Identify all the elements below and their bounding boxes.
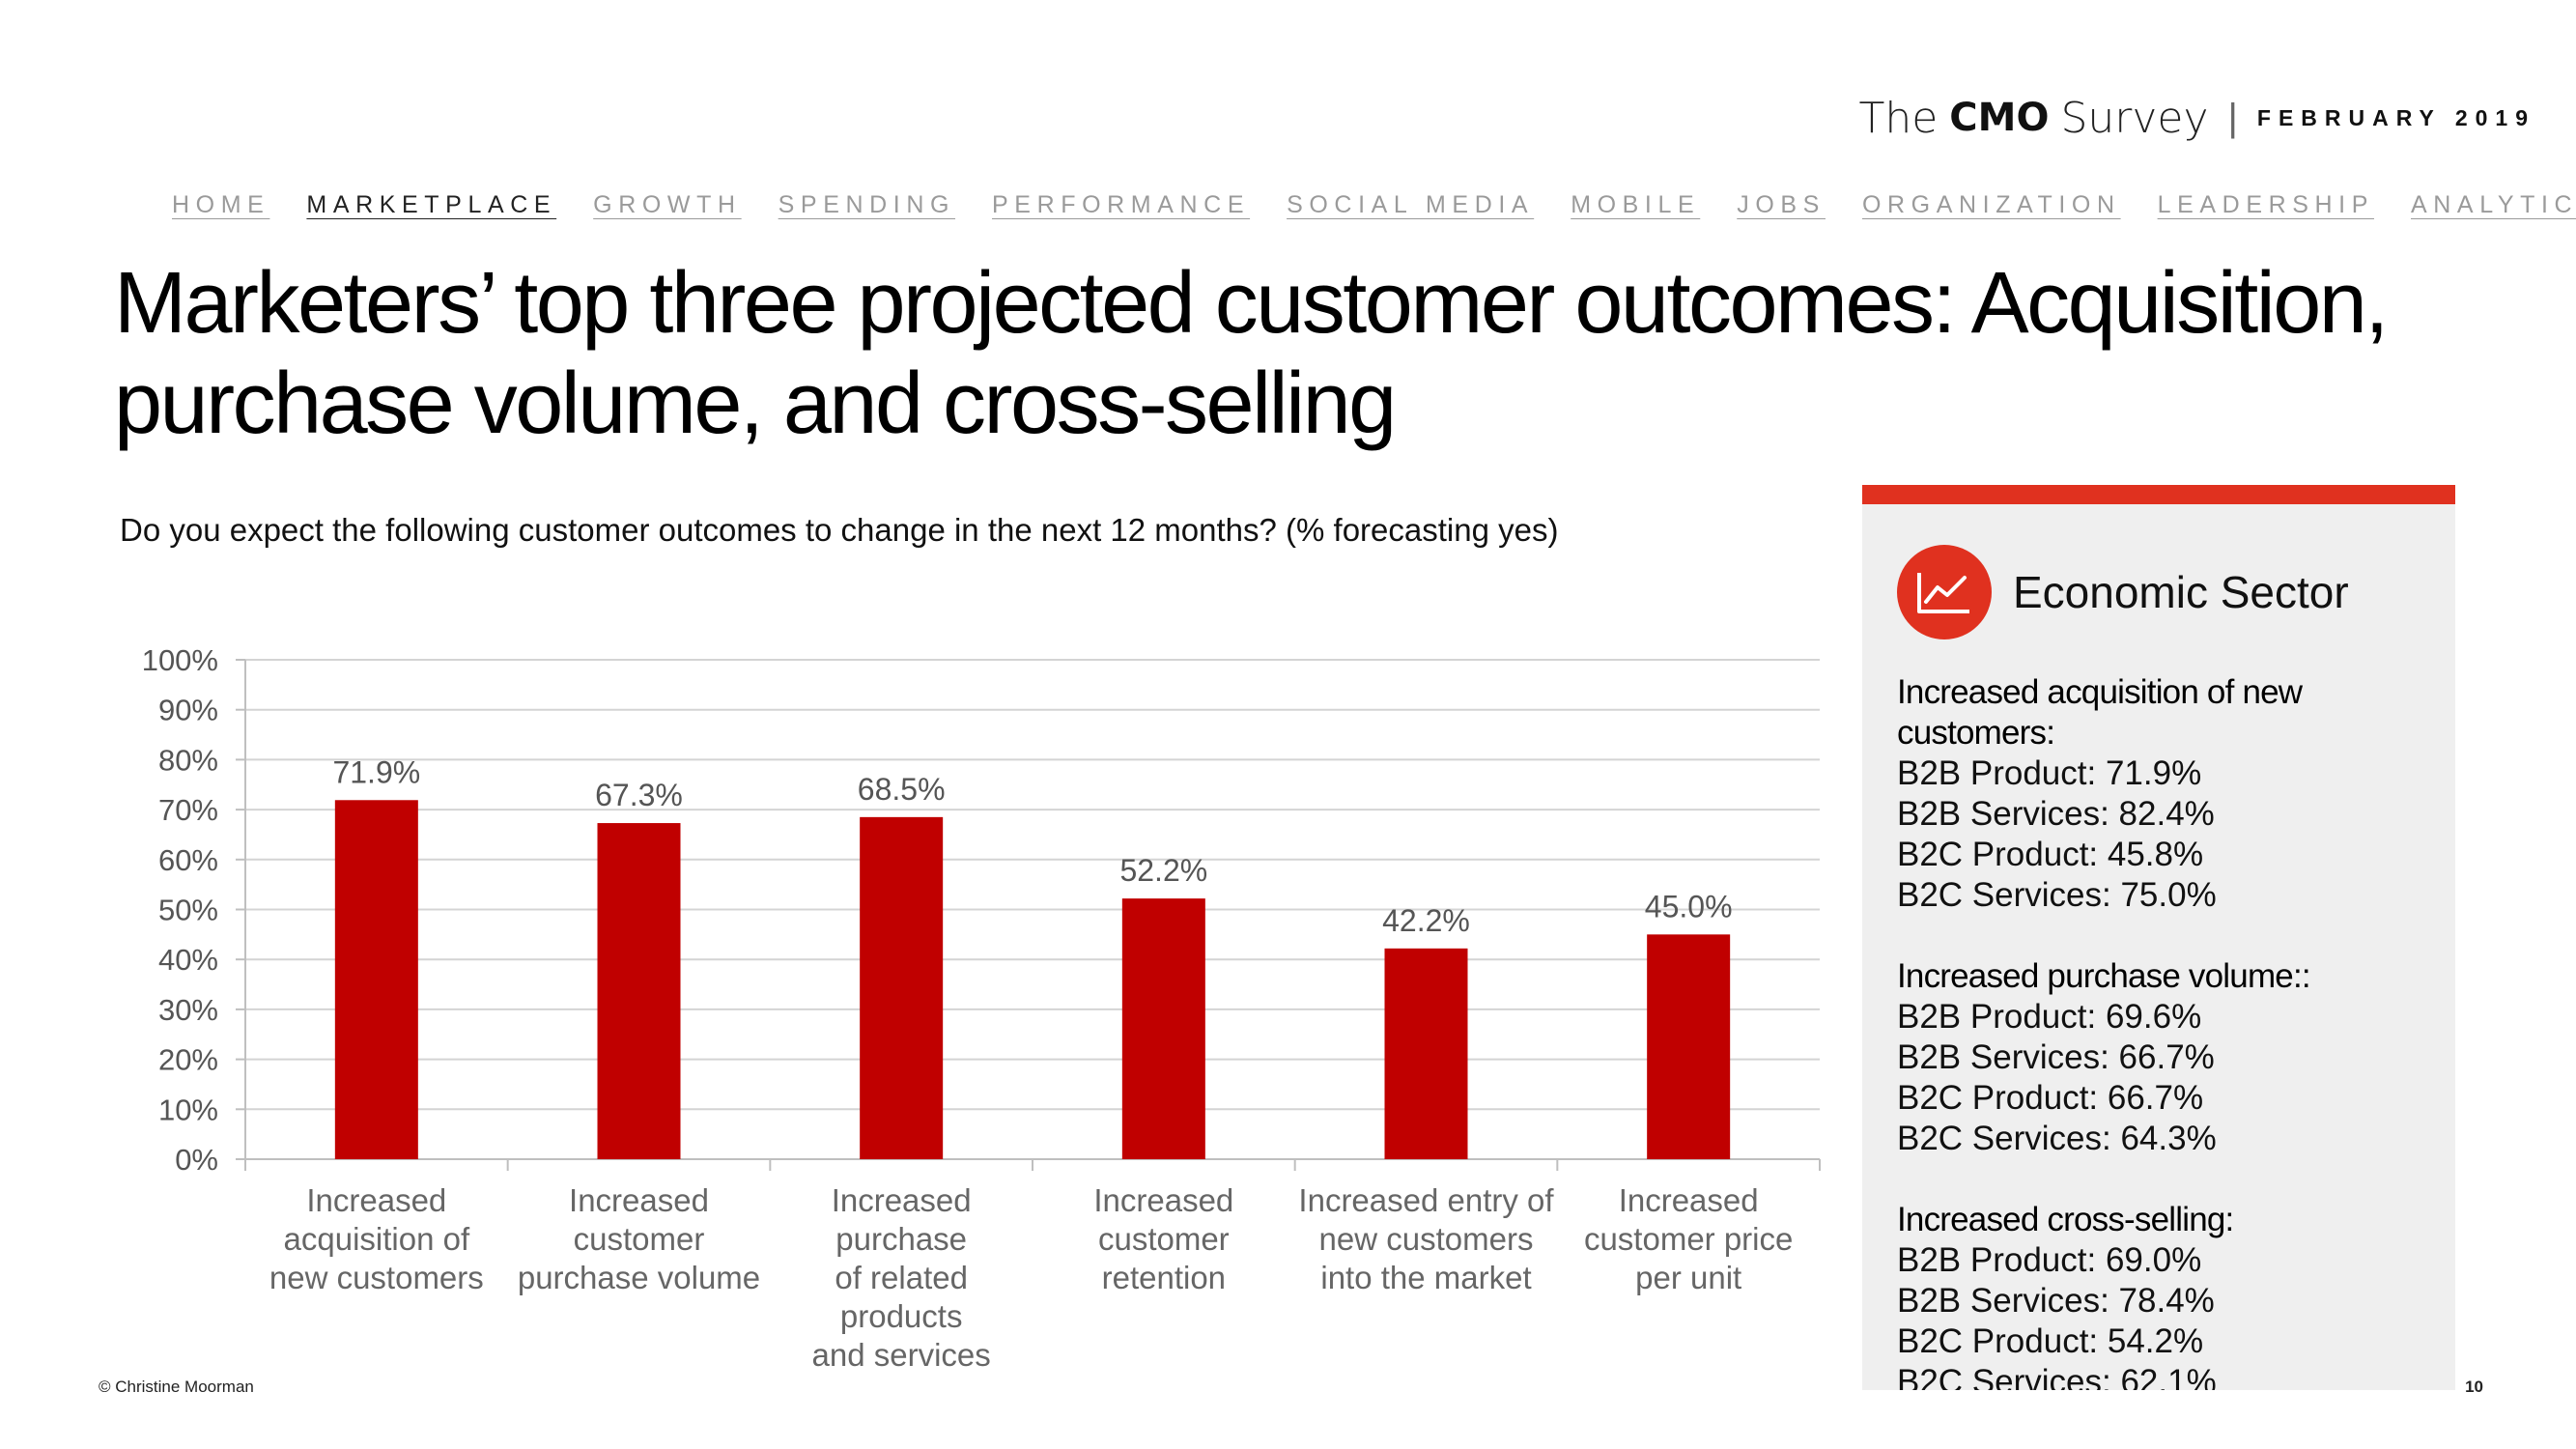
copyright: © Christine Moorman [99,1378,254,1396]
section-item: B2C Services: 62.1% [1897,1363,2217,1390]
bar [860,816,944,1159]
bar-value-label: 68.5% [858,772,946,807]
nav-organization[interactable]: ORGANIZATION [1861,191,2121,218]
y-tick-label: 60% [158,843,218,877]
nav-growth[interactable]: GROWTH [593,191,742,218]
page-title: Marketers’ top three projected customer … [114,255,2389,452]
section-item: B2C Product: 54.2% [1897,1322,2204,1360]
bar [1647,934,1731,1159]
section-item: B2B Product: 71.9% [1897,754,2202,792]
nav-social-media[interactable]: SOCIAL MEDIA [1287,191,1535,218]
report-date: FEBRUARY 2019 [2256,104,2535,130]
category-label: Increased [1619,1182,1759,1218]
y-tick-label: 30% [158,993,218,1027]
y-tick-label: 100% [142,643,218,677]
nav-performance[interactable]: PERFORMANCE [992,191,1251,218]
nav-spending[interactable]: SPENDING [778,191,956,218]
nav-leadership[interactable]: LEADERSHIP [2157,191,2374,218]
y-tick-label: 20% [158,1043,218,1077]
line-chart-icon [1897,545,1992,639]
y-tick-label: 40% [158,943,218,977]
bar-value-label: 42.2% [1382,903,1470,938]
nav-analytics[interactable]: ANALYTICS [2411,191,2576,218]
nav-mobile[interactable]: MOBILE [1571,191,1701,218]
category-label: purchase [835,1221,967,1257]
brand-separator: | [2227,96,2238,139]
section-title: Increased purchase volume:: [1897,957,2311,995]
section-title: Increased acquisition of new customers: [1897,673,2303,752]
category-label: into the market [1320,1260,1531,1295]
y-tick-label: 10% [158,1093,218,1126]
section-item: B2B Services: 66.7% [1897,1038,2215,1076]
section-nav: HOME MARKETPLACE GROWTH SPENDING PERFORM… [172,191,2576,219]
category-label: new customers [1319,1221,1534,1257]
category-label: acquisition of [284,1221,470,1257]
nav-home[interactable]: HOME [172,191,270,218]
panel-header: Economic Sector [1897,545,2349,639]
category-label: Increased [1093,1182,1233,1218]
section-item: B2B Product: 69.6% [1897,998,2202,1036]
bar-chart: 0% 10% 20% 30% 40% 50% 60% 70% 80% 90% 100% 71.9% In… [142,643,1821,1373]
brand-survey: Survey [2060,93,2209,143]
bar [597,823,681,1159]
section-item: B2C Product: 66.7% [1897,1079,2204,1117]
section-title: Increased cross-selling: [1897,1201,2234,1238]
brand-logo: The CMO Survey | FEBRUARY 2019 [1858,89,2535,147]
panel-body: Increased acquisition of new customers: … [1897,672,2436,1390]
section-item: B2C Services: 64.3% [1897,1120,2217,1157]
category-label: per unit [1635,1260,1741,1295]
survey-question: Do you expect the following customer out… [120,512,1559,548]
y-tick-label: 90% [158,694,218,727]
section-item: B2C Services: 75.0% [1897,876,2217,914]
section-item: B2B Product: 69.0% [1897,1241,2202,1279]
category-label: and services [812,1337,991,1373]
sector-section-cross-selling: Increased cross-selling: B2B Product: 69… [1897,1200,2436,1390]
y-tick-label: 80% [158,743,218,777]
bar [1384,948,1468,1159]
bar-value-label: 52.2% [1119,853,1207,888]
section-item: B2B Services: 82.4% [1897,795,2215,833]
bar [334,800,418,1159]
y-tick-label: 0% [175,1143,218,1177]
category-label: Increased [569,1182,709,1218]
bar [1121,898,1205,1159]
category-label: customer price [1584,1221,1793,1257]
category-label: products [840,1298,963,1334]
category-label: retention [1102,1260,1226,1295]
bar-value-label: 45.0% [1645,889,1733,923]
category-label: Increased [832,1182,972,1218]
category-label: customer [574,1221,705,1257]
panel-title: Economic Sector [2013,567,2349,617]
page-number: 10 [2465,1378,2483,1396]
category-label: Increased entry of [1298,1182,1554,1218]
category-label: customer [1098,1221,1230,1257]
section-item: B2C Product: 45.8% [1897,836,2204,873]
category-label: purchase volume [518,1260,760,1295]
brand-the: The [1858,93,1939,143]
section-item: B2B Services: 78.4% [1897,1282,2215,1320]
bar-value-label: 71.9% [332,754,420,789]
sector-section-purchase-volume: Increased purchase volume:: B2B Product:… [1897,956,2436,1159]
sector-section-acquisition: Increased acquisition of new customers: … [1897,672,2436,916]
category-label: of related [835,1260,968,1295]
y-tick-label: 70% [158,793,218,827]
nav-marketplace[interactable]: MARKETPLACE [306,191,557,218]
bar-value-label: 67.3% [595,778,683,812]
y-tick-label: 50% [158,894,218,927]
nav-jobs[interactable]: JOBS [1737,191,1826,218]
category-label: new customers [269,1260,484,1295]
economic-sector-panel: Economic Sector Increased acquisition of… [1862,485,2455,1390]
category-label: Increased [306,1182,446,1218]
brand-cmo: CMO [1949,96,2050,140]
